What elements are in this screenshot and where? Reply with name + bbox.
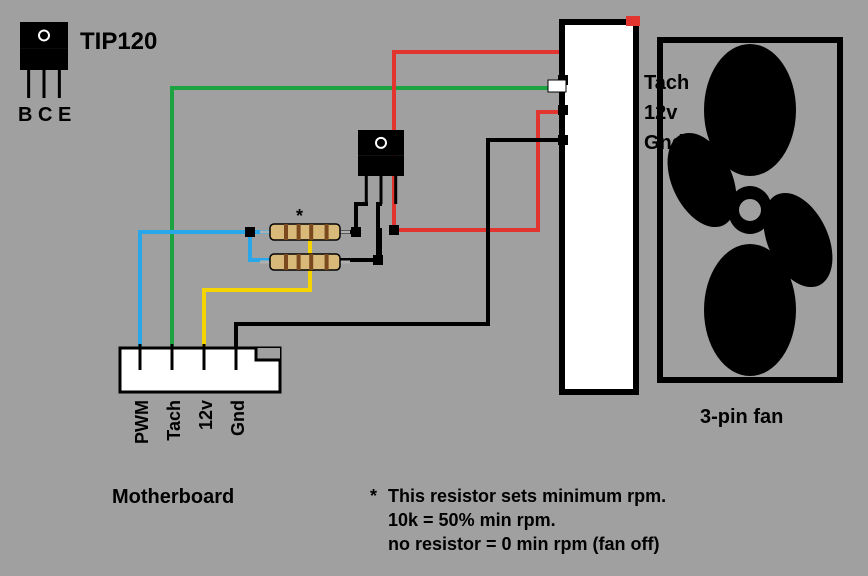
fan-pin-gnd: Gnd (644, 132, 684, 155)
asterisk-marker: * (296, 206, 303, 227)
fan-label: 3-pin fan (700, 406, 783, 429)
tip120-label: TIP120 (80, 28, 157, 56)
mobo-pin-gnd: Gnd (228, 400, 249, 436)
bce-b: B (18, 104, 32, 127)
note-line2: 10k = 50% min rpm. (388, 510, 556, 531)
fan-pin-12v: 12v (644, 102, 677, 125)
note-line1: This resistor sets minimum rpm. (388, 486, 666, 507)
mobo-pin-pwm: PWM (132, 400, 153, 444)
motherboard-label: Motherboard (112, 486, 234, 509)
mobo-pin-tach: Tach (164, 400, 185, 441)
bce-c: C (38, 104, 52, 127)
fan-pin-tach: Tach (644, 72, 689, 95)
note-asterisk: * (370, 486, 377, 507)
bce-e: E (58, 104, 71, 127)
mobo-pin-12v: 12v (196, 400, 217, 430)
note-line3: no resistor = 0 min rpm (fan off) (388, 534, 660, 555)
